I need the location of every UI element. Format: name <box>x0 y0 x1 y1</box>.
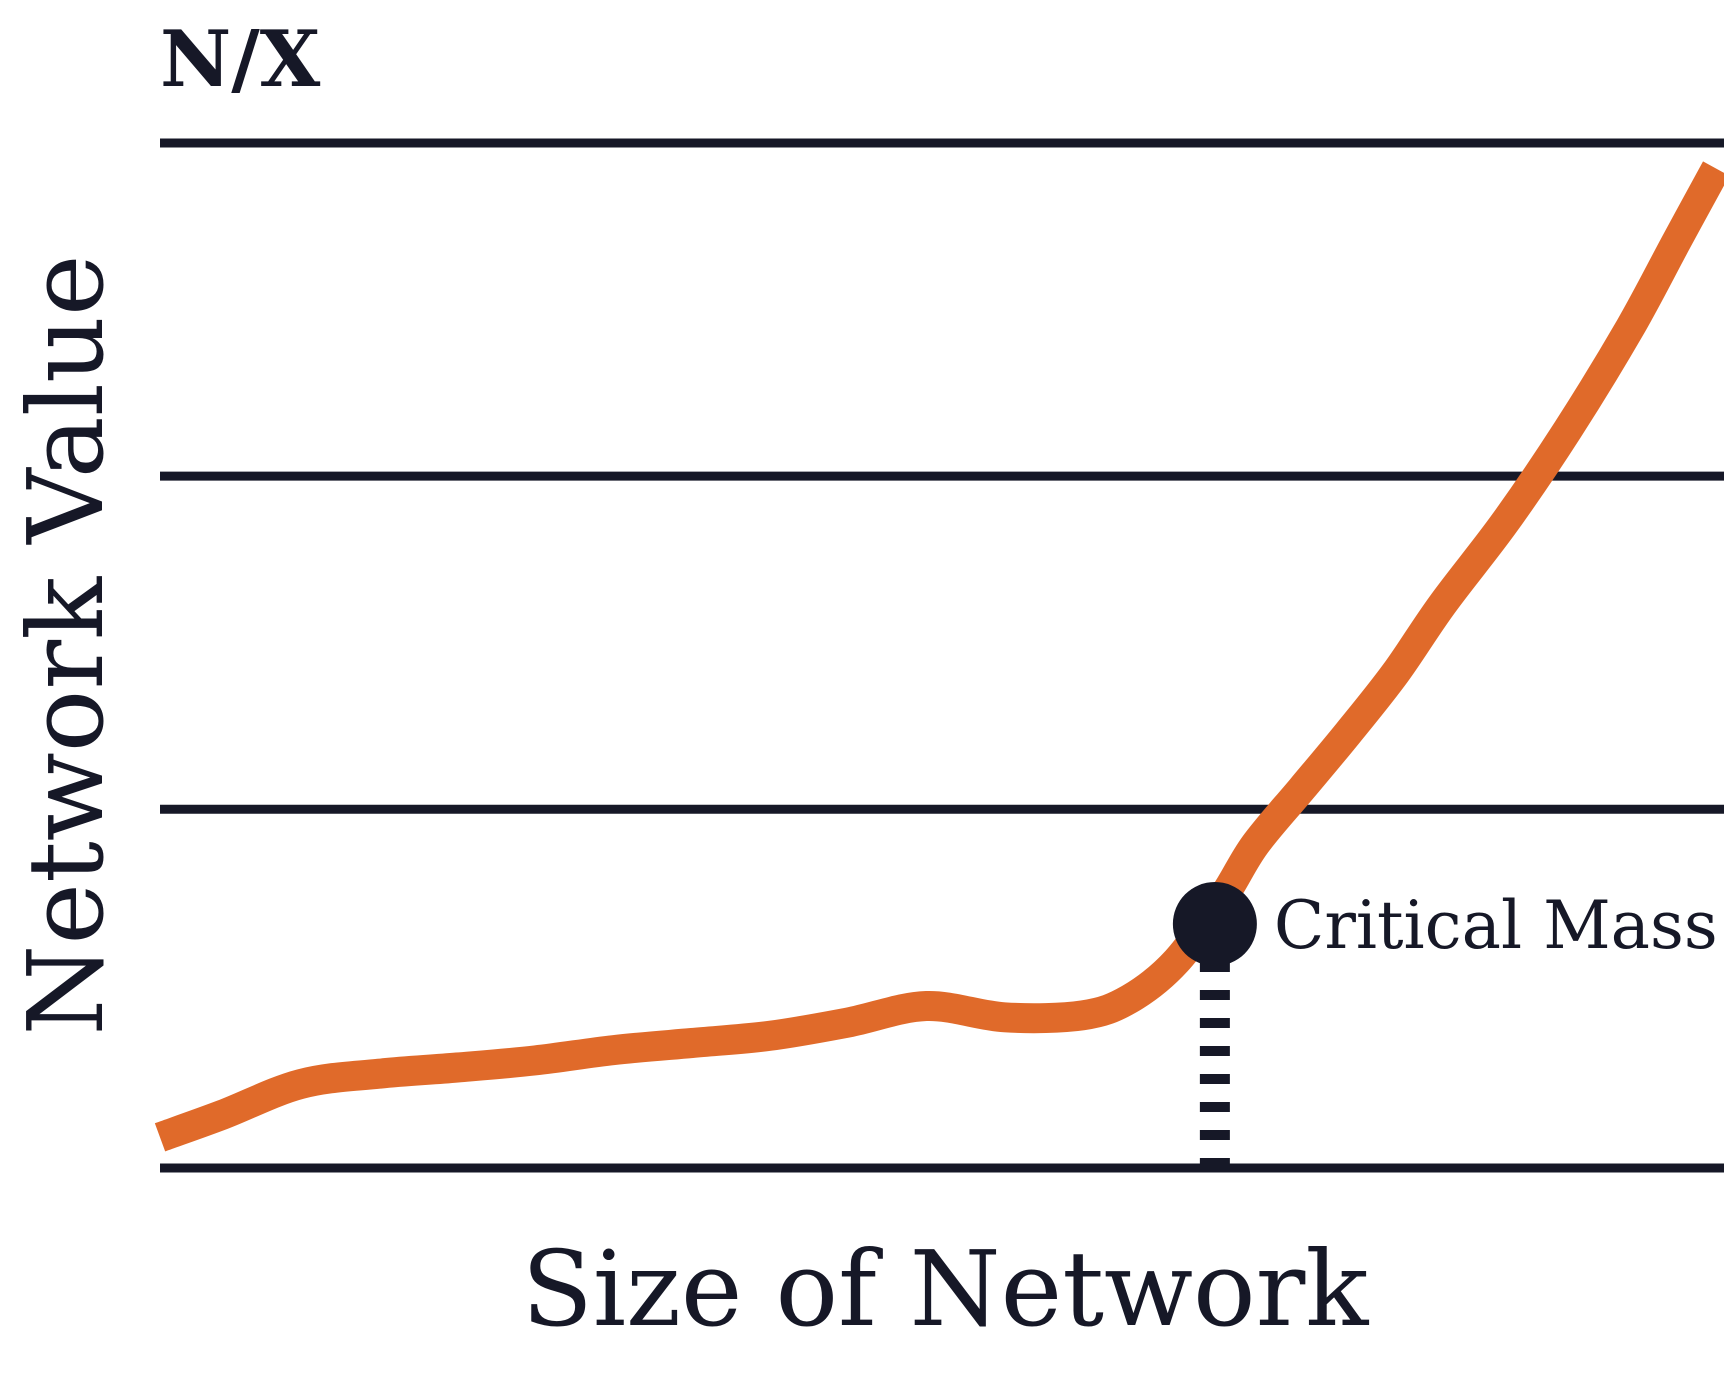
brand-logo-text: N/X <box>160 14 321 105</box>
series-group <box>154 161 1724 1152</box>
annotations-group: Critical Mass <box>1172 882 1718 966</box>
critical-mass-point <box>1172 882 1257 966</box>
critical-mass-label: Critical Mass <box>1274 887 1718 964</box>
gridlines <box>160 138 1724 1173</box>
y-axis-label: Network Value <box>5 254 127 1035</box>
series-line-0 <box>154 161 1724 1152</box>
x-axis-label: Size of Network <box>522 1228 1370 1350</box>
